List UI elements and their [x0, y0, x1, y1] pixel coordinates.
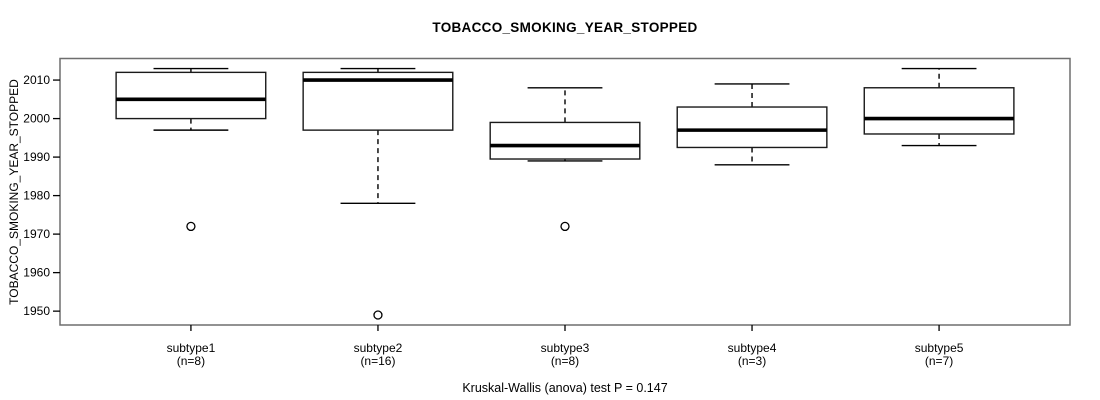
y-axis-tick-label: 1990: [23, 150, 50, 164]
y-axis-title: TOBACCO_SMOKING_YEAR_STOPPED: [7, 79, 21, 305]
y-axis-tick-label: 1960: [23, 266, 50, 280]
x-axis-category-label: subtype2: [354, 341, 403, 355]
statistical-test-note: Kruskal-Wallis (anova) test P = 0.147: [462, 381, 668, 395]
x-axis-count-label: (n=8): [177, 354, 205, 368]
y-axis-tick-label: 1950: [23, 304, 50, 318]
x-axis-category-label: subtype5: [915, 341, 964, 355]
x-axis-count-label: (n=16): [360, 354, 395, 368]
iqr-box-subtype3: [489, 121, 641, 160]
x-axis-category-label: subtype3: [541, 341, 590, 355]
iqr-box-subtype4: [676, 106, 828, 149]
x-axis-count-label: (n=8): [551, 354, 579, 368]
y-axis-tick-label: 1980: [23, 189, 50, 203]
y-axis-tick-label: 1970: [23, 227, 50, 241]
outlier-point-subtype2: [373, 310, 383, 320]
iqr-box-subtype5: [863, 87, 1015, 135]
y-axis-tick-label: 2000: [23, 112, 50, 126]
x-axis-category-label: subtype4: [728, 341, 777, 355]
outlier-point-subtype1: [186, 221, 196, 232]
x-axis-count-label: (n=7): [925, 354, 953, 368]
y-axis-tick-label: 2010: [23, 73, 50, 87]
outlier-point-subtype3: [560, 221, 570, 232]
x-axis-count-label: (n=3): [738, 354, 766, 368]
chart-title: TOBACCO_SMOKING_YEAR_STOPPED: [432, 20, 698, 35]
iqr-box-subtype2: [302, 71, 454, 131]
iqr-box-subtype1: [115, 71, 267, 120]
x-axis-category-label: subtype1: [167, 341, 216, 355]
